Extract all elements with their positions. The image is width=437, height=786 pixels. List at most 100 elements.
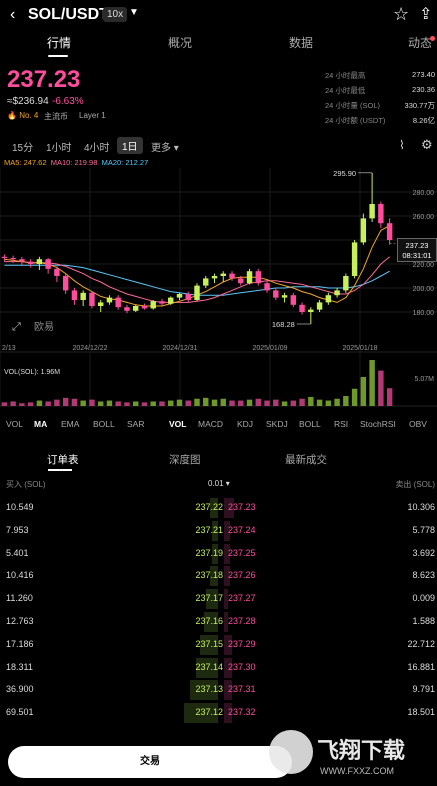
- interval-1d[interactable]: 1日: [117, 137, 143, 154]
- ask-price[interactable]: 237.23: [228, 502, 256, 512]
- bid-price[interactable]: 237.22: [195, 502, 223, 512]
- tab-data[interactable]: 数据: [289, 36, 314, 50]
- stat-amount-label: 24 小时额 (USDT): [325, 116, 386, 125]
- candle-body: [343, 276, 349, 291]
- orderbook-row[interactable]: 11.260 237.17 237.27 0.009: [0, 588, 437, 610]
- interval-1h[interactable]: 1小时: [46, 143, 72, 154]
- ask-price[interactable]: 237.30: [228, 661, 256, 672]
- orderbook-row[interactable]: 12.763 237.16 237.28 1.588: [0, 611, 437, 633]
- bid-price[interactable]: 237.16: [195, 616, 223, 626]
- x-tick-label: 2024/12/31: [162, 345, 197, 352]
- star-icon[interactable]: ☆: [393, 4, 410, 24]
- orderbook-row[interactable]: 69.501 237.12 237.32 18.501: [0, 702, 437, 724]
- indicator-icon[interactable]: ⌇: [399, 138, 405, 152]
- indicator-vol-0[interactable]: VOL: [6, 419, 24, 429]
- indicator-kdj-7[interactable]: KDJ: [237, 419, 254, 429]
- interval-more[interactable]: 更多 ▾: [151, 143, 179, 154]
- bid-price[interactable]: 237.13: [195, 684, 223, 695]
- tab-orderbook[interactable]: 订单表: [47, 454, 79, 466]
- last-price-tag: 237.23 08:31:01: [397, 238, 437, 262]
- orderbook-row[interactable]: 7.953 237.21 237.24 5.778: [0, 520, 437, 542]
- caret-down-icon[interactable]: ▼: [129, 7, 139, 18]
- gear-icon[interactable]: ⚙: [421, 137, 433, 152]
- bid-price[interactable]: 237.15: [195, 638, 223, 649]
- orderbook-row[interactable]: 18.311 237.14 237.30 16.881: [0, 657, 437, 679]
- tab-trades[interactable]: 最新成交: [285, 454, 327, 466]
- ask-price[interactable]: 237.31: [228, 684, 256, 695]
- ask-depth-bar: [224, 543, 230, 564]
- trade-button[interactable]: 交易: [8, 746, 292, 778]
- pair-title[interactable]: SOL/USDT: [28, 6, 109, 23]
- orderbook-row[interactable]: 5.401 237.19 237.25 3.692: [0, 543, 437, 565]
- bid-price[interactable]: 237.12: [195, 707, 223, 718]
- volume-bar: [1, 402, 8, 406]
- orderbook-row[interactable]: 17.186 237.15 237.29 22.712: [0, 634, 437, 656]
- volume-bar: [334, 398, 340, 406]
- candles: [1, 172, 397, 324]
- chevron-left-icon[interactable]: ‹: [10, 6, 16, 23]
- indicator-obv-12[interactable]: OBV: [409, 419, 427, 429]
- indicator-ema-2[interactable]: EMA: [61, 419, 80, 429]
- main-tabs: 行情 概况 数据 动态: [0, 34, 437, 58]
- tab-market[interactable]: 行情: [47, 36, 72, 50]
- bid-depth-bar: [190, 680, 218, 701]
- candle-body: [185, 294, 191, 300]
- interval-4h[interactable]: 4小时: [84, 143, 110, 154]
- bid-quantity: 11.260: [6, 593, 33, 604]
- leverage-badge[interactable]: 10x: [103, 7, 128, 22]
- y-tick-label: 200.00: [413, 286, 435, 293]
- ask-price[interactable]: 237.25: [228, 547, 256, 558]
- ask-quantity: 1.588: [412, 616, 435, 626]
- layer-tag[interactable]: Layer 1: [79, 111, 106, 120]
- ask-price[interactable]: 237.24: [228, 524, 256, 535]
- volume-bar: [229, 400, 235, 406]
- bid-depth-bar: [210, 498, 218, 518]
- x-tick-label: 2025/01/09: [252, 345, 287, 352]
- bid-price[interactable]: 237.18: [195, 570, 223, 581]
- tab-overview[interactable]: 概况: [168, 36, 193, 50]
- interval-15m[interactable]: 15分: [12, 143, 34, 154]
- candle-body: [211, 276, 218, 279]
- ask-price[interactable]: 237.32: [228, 707, 256, 718]
- orderbook-row[interactable]: 10.416 237.18 237.26 8.623: [0, 565, 437, 587]
- bid-price[interactable]: 237.14: [195, 661, 223, 672]
- x-tick-label: 2024/12/22: [72, 345, 107, 352]
- high-label: 295.90: [333, 169, 356, 178]
- volume-bar: [238, 400, 244, 406]
- ask-price[interactable]: 237.27: [228, 593, 256, 604]
- interval-more-label: 更多: [151, 143, 171, 154]
- bid-price[interactable]: 237.21: [195, 524, 223, 535]
- candle-body: [299, 304, 305, 312]
- ask-price[interactable]: 237.28: [228, 616, 256, 626]
- volume-bar: [106, 400, 113, 406]
- indicator-boll-3[interactable]: BOLL: [93, 419, 115, 429]
- candle-body: [80, 292, 86, 300]
- bid-price[interactable]: 237.17: [195, 593, 223, 604]
- ask-price[interactable]: 237.26: [228, 570, 256, 581]
- indicator-vol-5[interactable]: VOL: [169, 419, 187, 429]
- indicator-skdj-8[interactable]: SKDJ: [266, 419, 288, 429]
- ma5-label: MA5: 247.62: [4, 158, 47, 167]
- indicator-rsi-10[interactable]: RSI: [334, 419, 349, 429]
- indicator-ma-1[interactable]: MA: [34, 419, 48, 429]
- volume-bar: [45, 401, 51, 406]
- indicator-macd-6[interactable]: MACD: [198, 419, 224, 429]
- ask-quantity: 16.881: [407, 661, 435, 672]
- indicator-stochrsi-11[interactable]: StochRSI: [360, 419, 396, 429]
- tab-news[interactable]: 动态: [408, 36, 433, 50]
- orderbook-row[interactable]: 36.900 237.13 237.31 9.791: [0, 679, 437, 701]
- candle-body: [19, 259, 25, 262]
- ask-price[interactable]: 237.29: [228, 638, 256, 649]
- category-tag[interactable]: 主流币: [44, 112, 68, 121]
- share-icon[interactable]: ⇪: [419, 6, 433, 23]
- tab-depth[interactable]: 深度图: [169, 454, 201, 466]
- precision-select[interactable]: 0.01 ▾: [208, 479, 230, 488]
- expand-icon: ⤢: [12, 321, 21, 333]
- indicator-sar-4[interactable]: SAR: [127, 419, 145, 429]
- indicator-boll-9[interactable]: BOLL: [299, 419, 321, 429]
- bid-quantity: 10.416: [6, 570, 34, 581]
- orderbook-row[interactable]: 10.549 237.22 237.23 10.306: [0, 497, 437, 519]
- bid-price[interactable]: 237.19: [195, 547, 223, 558]
- y-tick-label: 260.00: [413, 214, 435, 221]
